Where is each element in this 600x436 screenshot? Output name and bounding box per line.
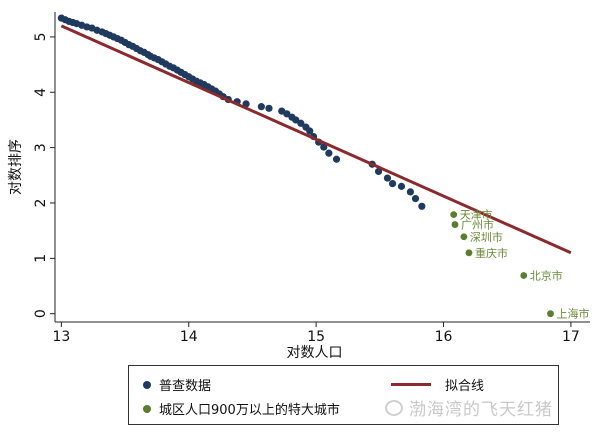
legend-label-megacity: 城区人口900万以上的特大城市 (159, 403, 340, 418)
data-point-census (325, 149, 333, 157)
x-tick-label: 15 (307, 329, 325, 345)
y-tick-label: 2 (33, 199, 49, 208)
watermark: 渤海湾的飞天红猪 (385, 395, 553, 420)
legend-item-fit: 拟合线 (391, 375, 484, 394)
y-axis-title: 对数排序 (8, 139, 24, 195)
data-point-census (283, 110, 291, 118)
legend-label-fit: 拟合线 (445, 379, 485, 394)
city-label: 重庆市 (475, 246, 508, 260)
data-point-census (397, 182, 406, 190)
data-point-megacity (460, 233, 468, 241)
city-label: 天津市 (460, 208, 493, 222)
y-tick-label: 0 (33, 309, 49, 318)
city-label: 深圳市 (470, 230, 503, 244)
city-label: 北京市 (530, 269, 563, 283)
x-tick-label: 16 (435, 329, 453, 345)
data-point-megacity (547, 310, 554, 318)
legend-item-census: 普查数据 (143, 375, 211, 394)
legend-marker-fit (391, 383, 431, 386)
x-tick-label: 17 (562, 329, 580, 345)
city-label: 上海市 (557, 307, 590, 321)
x-tick-label: 14 (180, 329, 198, 345)
data-point-census (306, 127, 314, 135)
fit-line (60, 24, 572, 255)
data-point-census (292, 116, 300, 124)
data-point-megacity (451, 221, 459, 228)
x-axis-title: 对数人口 (287, 345, 343, 361)
data-point-census (418, 202, 426, 210)
legend-label-census: 普查数据 (159, 379, 212, 394)
legend: 普查数据 拟合线 城区人口900万以上的特大城市 (128, 365, 559, 425)
y-tick-label: 3 (33, 143, 49, 152)
data-point-census (388, 180, 397, 188)
y-tick-label: 4 (33, 88, 49, 97)
x-tick-label: 13 (52, 329, 70, 345)
legend-marker-megacity (143, 404, 151, 413)
data-point-megacity (450, 211, 458, 219)
data-point-census (411, 194, 420, 203)
data-point-census (265, 104, 273, 112)
data-point-census (374, 167, 383, 176)
legend-item-megacity: 城区人口900万以上的特大城市 (143, 399, 340, 418)
data-point-census (383, 174, 392, 182)
watermark-text: 渤海湾的飞天红猪 (409, 400, 553, 420)
data-point-megacity (465, 249, 473, 257)
data-point-census (297, 119, 305, 127)
legend-marker-census (143, 380, 151, 389)
data-point-census (320, 143, 328, 151)
data-point-census (257, 103, 265, 111)
data-point-megacity (520, 272, 528, 279)
city-label: 广州市 (461, 218, 494, 232)
wechat-icon (385, 399, 403, 416)
data-point-census (406, 188, 414, 196)
data-point-census (332, 155, 341, 163)
y-tick-label: 1 (33, 254, 49, 263)
y-tick-label: 5 (33, 32, 49, 41)
